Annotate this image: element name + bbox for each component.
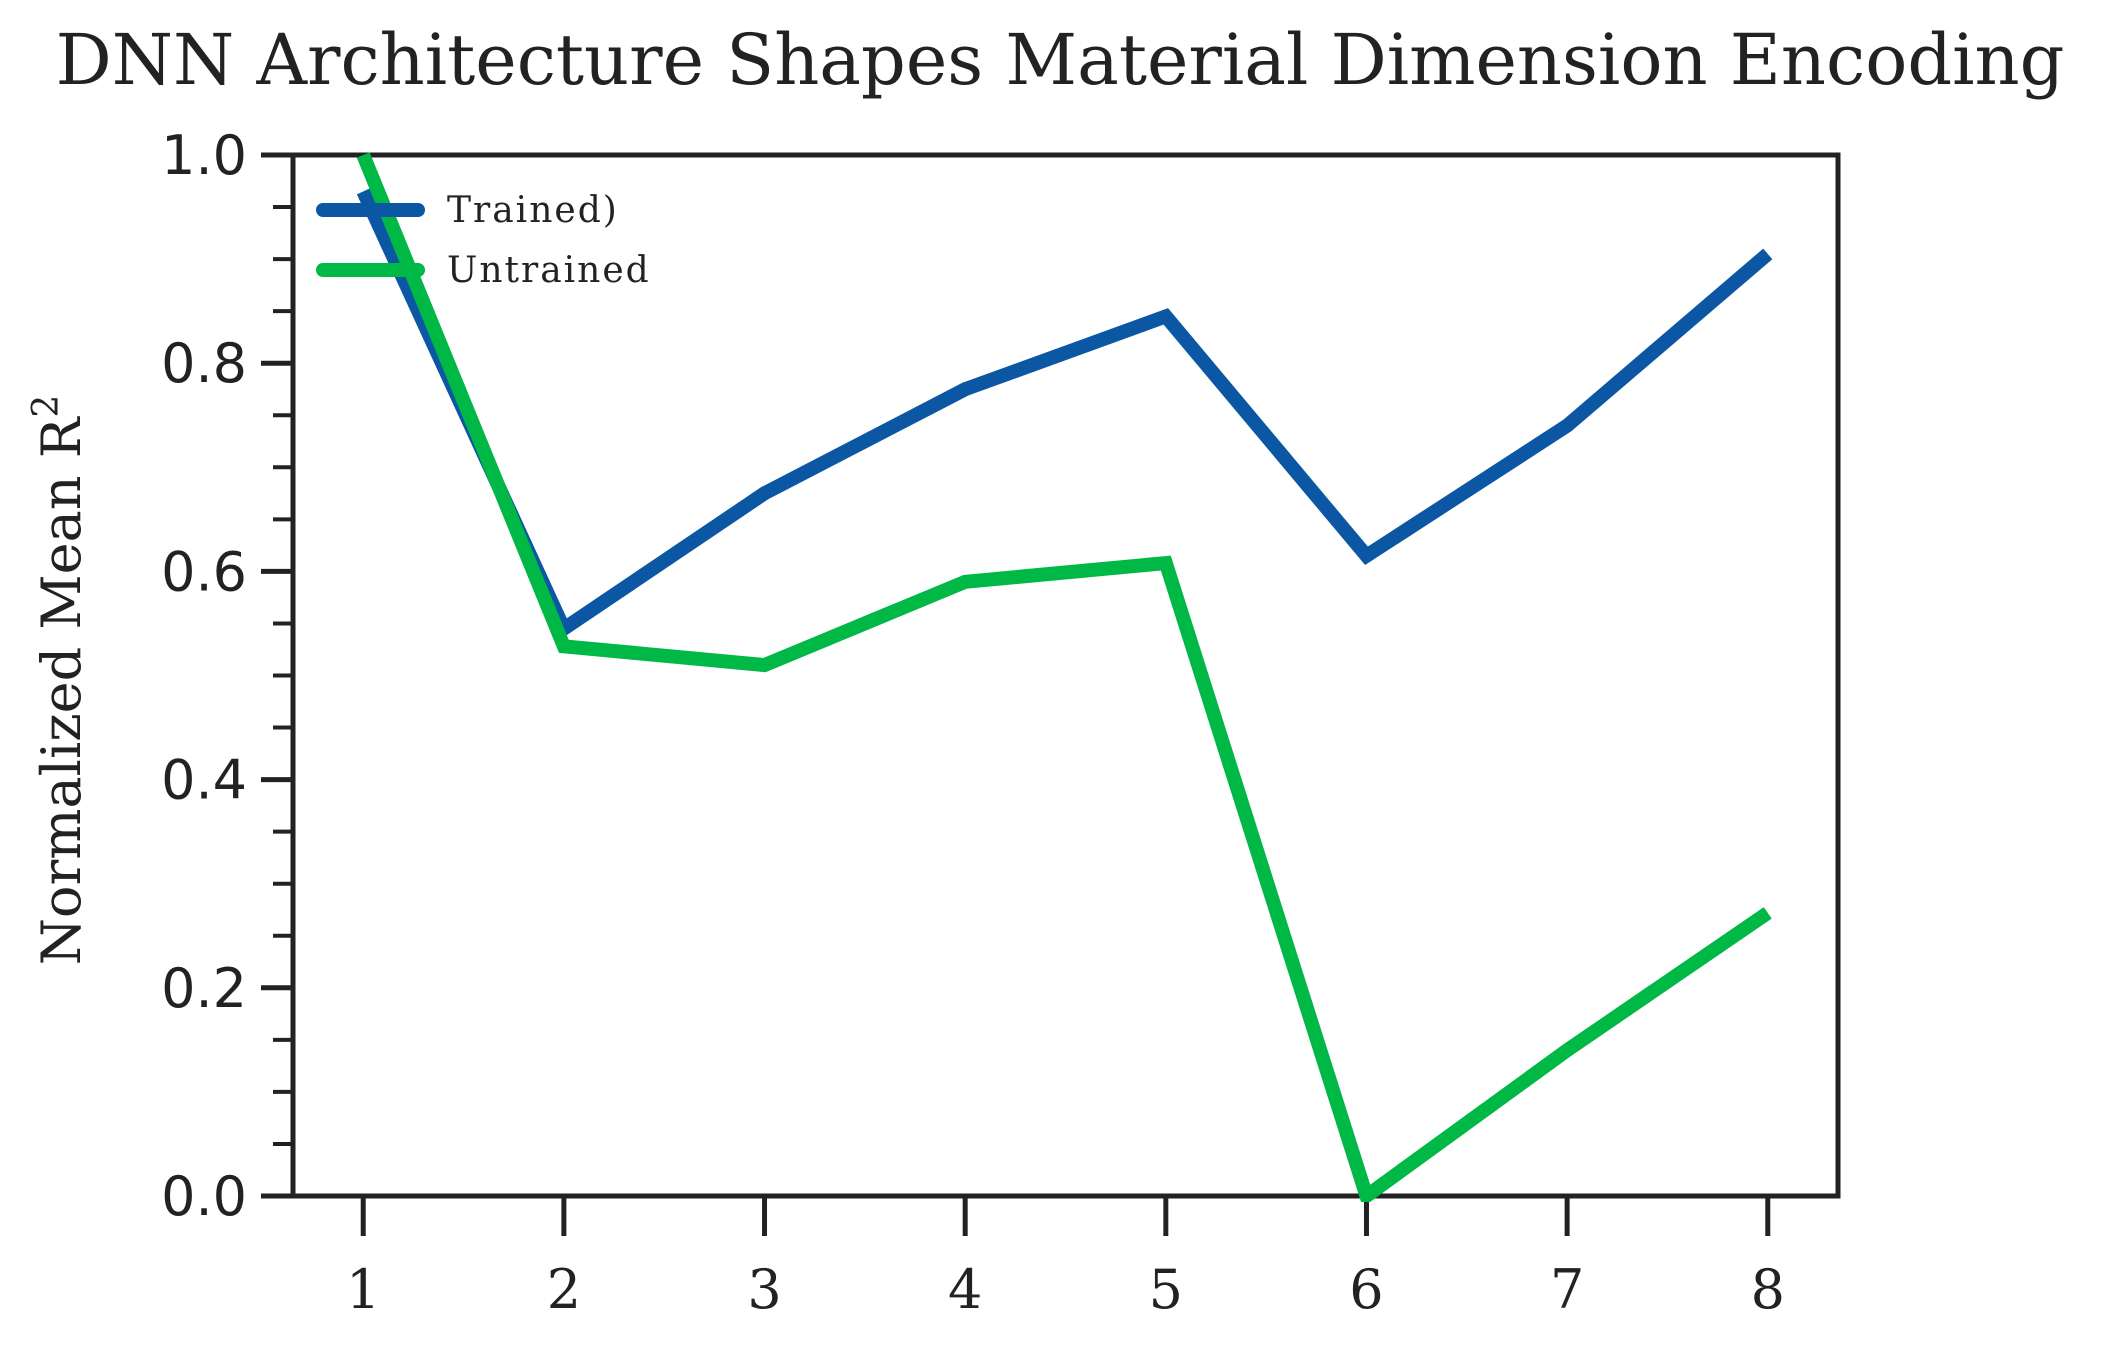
y-tick-label: 0.6	[161, 540, 247, 603]
legend-label: Untrained	[447, 250, 651, 291]
axis-ticks: 0.0 0.2 0.4 0.6 0.8 1.0 1 2 3 4 5 6 7 8	[161, 124, 1785, 1321]
series-lines	[356, 152, 1773, 1202]
y-tick-label: 0.8	[161, 332, 247, 395]
axes-frame	[290, 152, 1841, 1199]
x-tick-label: 5	[1149, 1258, 1183, 1321]
y-axis-label: Normalized Mean R2	[26, 395, 93, 966]
plot-area	[290, 152, 1841, 1199]
series-line-trained	[356, 188, 1773, 640]
chart-title: DNN Architecture Shapes Material Dimensi…	[56, 19, 2065, 101]
y-tick-label: 0.4	[161, 749, 247, 812]
legend-label: Trained)	[447, 190, 619, 231]
x-tick-label: 4	[948, 1258, 982, 1321]
x-tick-label: 2	[547, 1258, 581, 1321]
y-tick-label: 0.0	[161, 1165, 247, 1228]
x-tick-label: 7	[1550, 1258, 1584, 1321]
x-tick-label: 8	[1751, 1258, 1785, 1321]
x-tick-label: 3	[747, 1258, 781, 1321]
x-tick-label: 6	[1349, 1258, 1383, 1321]
x-tick-label: 1	[346, 1258, 380, 1321]
svg-text:Normalized Mean R2: Normalized Mean R2	[26, 395, 93, 966]
y-tick-label: 0.2	[161, 957, 247, 1020]
y-tick-label: 1.0	[161, 124, 247, 187]
series-line-untrained	[356, 152, 1772, 1202]
y-axis-label-superscript: 2	[26, 395, 67, 418]
y-axis-label-text: Normalized Mean R	[30, 416, 93, 965]
legend: Trained) Untrained	[316, 190, 651, 291]
